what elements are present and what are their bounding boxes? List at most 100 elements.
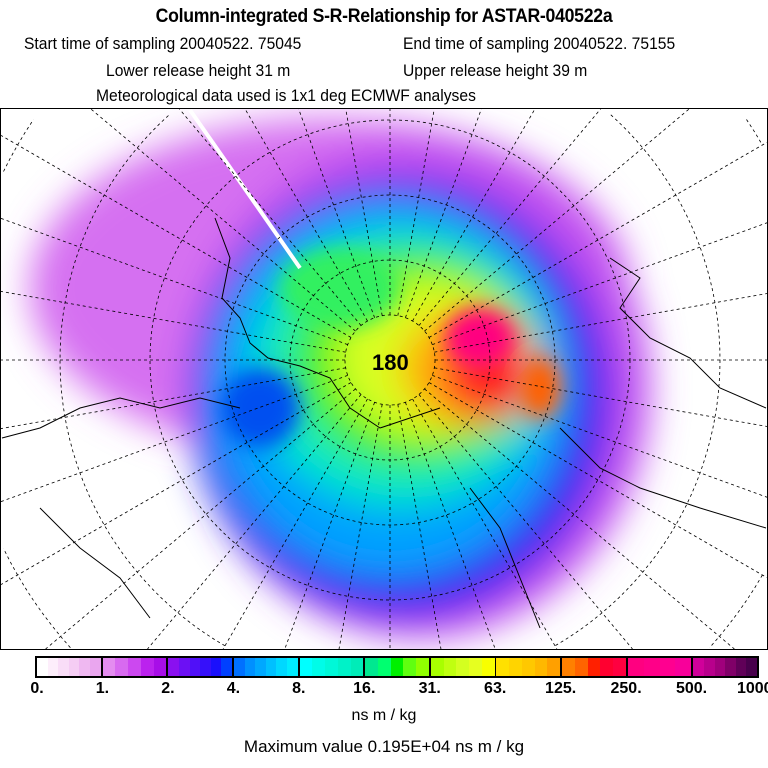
colorbar-cell [496,658,510,676]
colorbar-segment [627,658,694,676]
colorbar-cell [377,658,391,676]
coastlines [1,217,767,629]
colorbar-segment [562,658,628,676]
meridian-line [418,394,633,649]
plot-title: Column-integrated S-R-Relationship for A… [155,6,613,27]
colorbar-cell [562,658,575,676]
colorbar-tick-label: 8. [292,680,306,697]
colorbar-segment [233,658,300,676]
meridian-line [412,398,558,649]
colorbar-cell [140,658,154,676]
colorbar-cell [643,658,660,676]
colorbar-cell [168,658,179,676]
colorbar-cell [587,658,601,676]
upper-release-height: Upper release height 39 m [403,61,588,80]
colorbar-cell [265,658,277,676]
colorbar-cell [746,658,758,676]
latitude-circle [746,119,763,146]
lower-release-height: Lower release height 31 m [106,61,291,80]
end-time: End time of sampling 20040522. 75155 [403,34,676,53]
meridian-line [244,109,368,322]
start-time: Start time of sampling 20040522. 75045 [24,34,302,53]
colorbar-cell [456,658,470,676]
colorbar-cell [659,658,676,676]
meridian-line [405,109,482,318]
map-plot: 180 [0,108,768,650]
colorbar-cell [600,658,614,676]
colorbar-cell [68,658,80,676]
colorbar-cell [299,658,313,676]
colorbar-cell [312,658,326,676]
colorbar-cell [221,658,232,676]
colorbar-cell [469,658,482,676]
colorbar-segment [496,658,563,676]
colorbar-tick-label: 4. [226,680,241,697]
colorbar-cell [365,658,378,676]
latitude-circle [59,114,226,647]
colorbar-tick-label: 125. [545,680,577,697]
colorbar-cell [350,658,364,676]
meridian-line [432,222,767,345]
colorbar-segment [37,658,103,676]
colorbar-segment [693,658,758,676]
concentration-field [1,109,767,649]
latitude-circle [3,548,71,648]
colorbar-cell [725,658,736,676]
colorbar-tick-label: 31. [418,680,441,697]
meridian-line [1,218,348,345]
colorbar-cell [714,658,726,676]
met-data-note: Meteorological data used is 1x1 deg ECMW… [96,86,476,105]
colorbar-cell [337,658,351,676]
colorbar-cell [574,658,588,676]
meridian-line [434,293,767,353]
colorbar-cell [416,658,429,676]
colorbar-cell [443,658,457,676]
colorbar-units: ns m / kg [351,707,417,724]
meridian-line [147,394,362,649]
colorbar [35,656,759,678]
colorbar-cell [115,658,129,676]
colorbar-cell [233,658,245,676]
meridian-line [397,109,435,316]
latitude-circle [709,574,763,648]
meridian-line [424,388,735,649]
colorbar-cell [325,658,338,676]
colorbar-cell [403,658,417,676]
colorbar-tick-label: 16. [353,680,376,697]
meridian-line [418,109,601,326]
colorbar-cell [276,658,287,676]
colorbar-cell [79,658,91,676]
meridian-line [428,141,767,338]
colorbar-cell [735,658,747,676]
colorbar-cell [128,658,141,676]
colorbar-cell [675,658,692,676]
colorbar-cell [627,658,644,676]
colorbar-cell [521,658,535,676]
meridian-line [1,291,346,353]
colorbar-segment [168,658,234,676]
colorbar-cell [37,658,48,676]
maximum-value: Maximum value 0.195E+04 ns m / kg [243,737,525,756]
colorbar-cell [704,658,715,676]
meridian-line [434,367,767,427]
colorbar-tick-label: 0. [30,680,44,697]
colorbar-cell [58,658,69,676]
colorbar-tick-label: 1000. [736,680,768,697]
colorbar-cell [178,658,190,676]
colorbar-cell [693,658,705,676]
colorbar-cell [210,658,222,676]
colorbar-cell [509,658,522,676]
colorbar-tick-label: 63. [484,680,507,697]
colorbar-cell [613,658,626,676]
colorbar-cell [534,658,548,676]
colorbar-segment [102,658,169,676]
meridian-line [222,398,368,649]
colorbar-cell [102,658,116,676]
meridian-line [45,388,356,649]
colorbar-cell [255,658,266,676]
colorbar-segment [365,658,431,676]
colorbar-cell [430,658,444,676]
colorbar-cell [286,658,298,676]
meridian-line [1,382,352,585]
meridian-line [1,375,348,502]
